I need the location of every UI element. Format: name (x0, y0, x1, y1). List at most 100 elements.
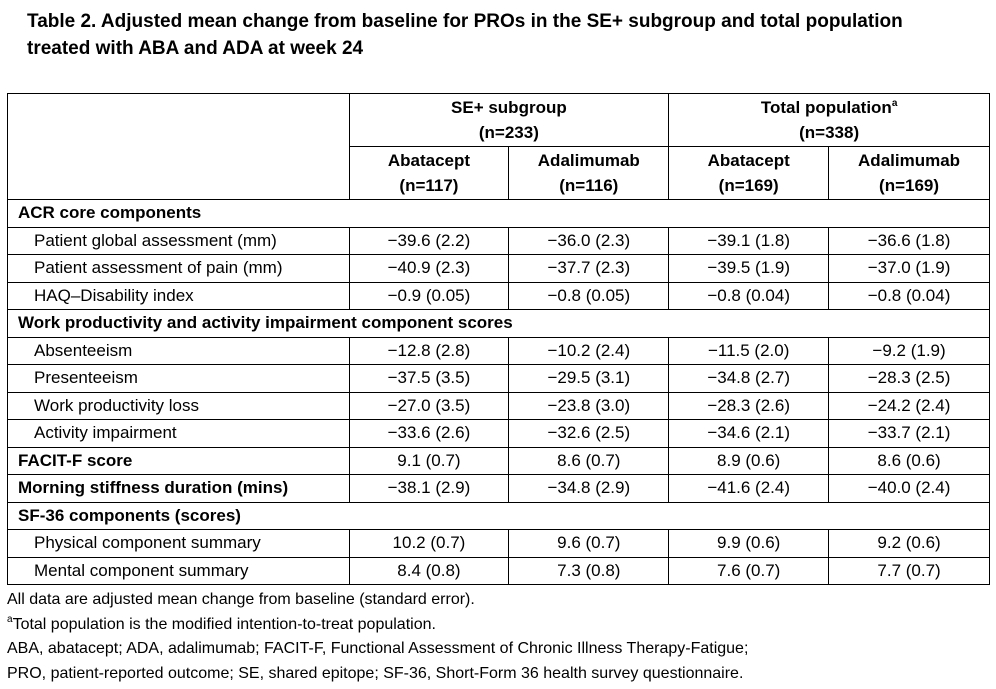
row-label: FACIT-F score (7, 446, 350, 475)
value-cell: −23.8 (3.0) (508, 391, 670, 420)
value-cell: 9.2 (0.6) (828, 529, 990, 558)
value-cell: 9.1 (0.7) (348, 446, 510, 475)
row-label: Morning stiffness duration (mins) (7, 474, 350, 503)
superscript: a (7, 613, 13, 625)
section-title: SF-36 components (scores) (7, 501, 990, 530)
column-n: (n=169) (879, 176, 940, 195)
value-cell: −27.0 (3.5) (348, 391, 510, 420)
column-header: Abatacept (n=169) (668, 146, 830, 200)
footnote: All data are adjusted mean change from b… (7, 588, 748, 613)
value-cell: 7.7 (0.7) (828, 556, 990, 585)
footnote: ABA, abatacept; ADA, adalimumab; FACIT-F… (7, 637, 748, 662)
section-row: SF-36 components (scores) (7, 501, 990, 530)
group-n: (n=233) (478, 123, 539, 142)
row-label: Activity impairment (7, 419, 350, 448)
value-cell: −0.8 (0.04) (668, 281, 830, 310)
data-row: HAQ–Disability index −0.9 (0.05) −0.8 (0.0… (7, 281, 990, 310)
group-label: Total population (760, 98, 892, 117)
data-row: FACIT-F score 9.1 (0.7) 8.6 (0.7) 8.9 (0.6)… (7, 446, 990, 475)
column-label: Abatacept (387, 151, 471, 170)
footnote-text: All data are adjusted mean change from b… (7, 591, 475, 608)
value-cell: −29.5 (3.1) (508, 364, 670, 393)
value-cell: −28.3 (2.6) (668, 391, 830, 420)
corner-cell (7, 93, 350, 200)
row-label: HAQ–Disability index (7, 281, 350, 310)
value-cell: −37.0 (1.9) (828, 254, 990, 283)
value-cell: −0.9 (0.05) (348, 281, 510, 310)
value-cell: 8.6 (0.7) (508, 446, 670, 475)
value-cell: 8.9 (0.6) (668, 446, 830, 475)
column-n: (n=116) (559, 176, 619, 195)
value-cell: −36.0 (2.3) (508, 226, 670, 255)
group-n: (n=338) (799, 123, 860, 142)
column-n: (n=117) (399, 176, 459, 195)
value-cell: −0.8 (0.05) (508, 281, 670, 310)
footnote: PRO, patient-reported outcome; SE, share… (7, 662, 748, 687)
footnote: aTotal population is the modified intent… (7, 613, 748, 638)
value-cell: −40.0 (2.4) (828, 474, 990, 503)
table-title: Table 2. Adjusted mean change from basel… (27, 11, 903, 59)
column-label: Abatacept (707, 151, 790, 170)
footnote-text: ABA, abatacept; ADA, adalimumab; FACIT-F… (7, 640, 749, 657)
column-header: Abatacept (n=117) (348, 146, 510, 200)
header-row: Abatacept (n=117) Adalimumab (n=116) Abatace… (8, 146, 990, 200)
value-cell: −12.8 (2.8) (348, 336, 510, 365)
column-header: Adalimumab (n=116) (508, 146, 670, 200)
row-label: Patient global assessment (mm) (7, 226, 350, 255)
data-row: Morning stiffness duration (mins) −38.1 (… (7, 474, 990, 503)
value-cell: 10.2 (0.7) (348, 529, 510, 558)
value-cell: −39.5 (1.9) (668, 254, 830, 283)
value-cell: 8.6 (0.6) (828, 446, 990, 475)
value-cell: −37.7 (2.3) (508, 254, 670, 283)
header-row: SE+ subgroup (n=233) Total populationa (n=3… (7, 93, 990, 200)
row-label: Work productivity loss (7, 391, 350, 420)
value-cell: −34.8 (2.7) (668, 364, 830, 393)
row-label: Patient assessment of pain (mm) (7, 254, 350, 283)
value-cell: −39.6 (2.2) (348, 226, 510, 255)
column-header: Adalimumab (n=169) (828, 146, 990, 200)
footnote-text: Total population is the modified intenti… (12, 615, 436, 633)
row-label: Physical component summary (7, 529, 350, 558)
value-cell: −41.6 (2.4) (668, 474, 830, 503)
group-header: SE+ subgroup (n=233) (348, 93, 670, 147)
data-row: Absenteeism −12.8 (2.8) −10.2 (2.4) −11.5 (… (7, 336, 990, 365)
value-cell: −9.2 (1.9) (828, 336, 990, 365)
value-cell: −10.2 (2.4) (508, 336, 670, 365)
column-label: Adalimumab (537, 151, 640, 170)
column-label: Adalimumab (858, 151, 961, 170)
row-label: Mental component summary (7, 556, 350, 585)
value-cell: 9.9 (0.6) (668, 529, 830, 558)
value-cell: −40.9 (2.3) (348, 254, 510, 283)
data-row: Patient assessment of pain (mm) −40.9 (2.… (7, 254, 990, 283)
value-cell: −34.6 (2.1) (668, 419, 830, 448)
data-row: Presenteeism −37.5 (3.5) −29.5 (3.1) −34.8 … (7, 364, 990, 393)
data-row: Work productivity loss −27.0 (3.5) −23.8 (… (7, 391, 990, 420)
value-cell: 9.6 (0.7) (508, 529, 670, 558)
data-row: Mental component summary 8.4 (0.8) 7.3 (0.… (7, 556, 990, 585)
row-label: Absenteeism (7, 336, 350, 365)
value-cell: −32.6 (2.5) (508, 419, 670, 448)
footnotes: All data are adjusted mean change from b… (7, 588, 748, 686)
section-title: Work productivity and activity impairmen… (7, 309, 990, 338)
section-row: ACR core components (7, 199, 990, 228)
value-cell: −36.6 (1.8) (828, 226, 990, 255)
row-label: Presenteeism (7, 364, 350, 393)
data-row: Physical component summary 10.2 (0.7) 9.6 … (7, 529, 990, 558)
value-cell: −33.6 (2.6) (348, 419, 510, 448)
data-row: Activity impairment −33.6 (2.6) −32.6 (2.5… (7, 419, 990, 448)
value-cell: −39.1 (1.8) (668, 226, 830, 255)
group-header: Total populationa (n=338) (668, 93, 990, 147)
value-cell: −33.7 (2.1) (828, 419, 990, 448)
section-row: Work productivity and activity impairmen… (7, 309, 990, 338)
value-cell: −24.2 (2.4) (828, 391, 990, 420)
data-row: Patient global assessment (mm) −39.6 (2.2… (7, 226, 990, 255)
value-cell: −38.1 (2.9) (348, 474, 510, 503)
value-cell: 8.4 (0.8) (348, 556, 510, 585)
value-cell: −11.5 (2.0) (668, 336, 830, 365)
value-cell: 7.6 (0.7) (668, 556, 830, 585)
data-table: SE+ subgroup (n=233) Total populationa (n=3… (7, 93, 990, 585)
value-cell: 7.3 (0.8) (508, 556, 670, 585)
value-cell: −34.8 (2.9) (508, 474, 670, 503)
value-cell: −28.3 (2.5) (828, 364, 990, 393)
